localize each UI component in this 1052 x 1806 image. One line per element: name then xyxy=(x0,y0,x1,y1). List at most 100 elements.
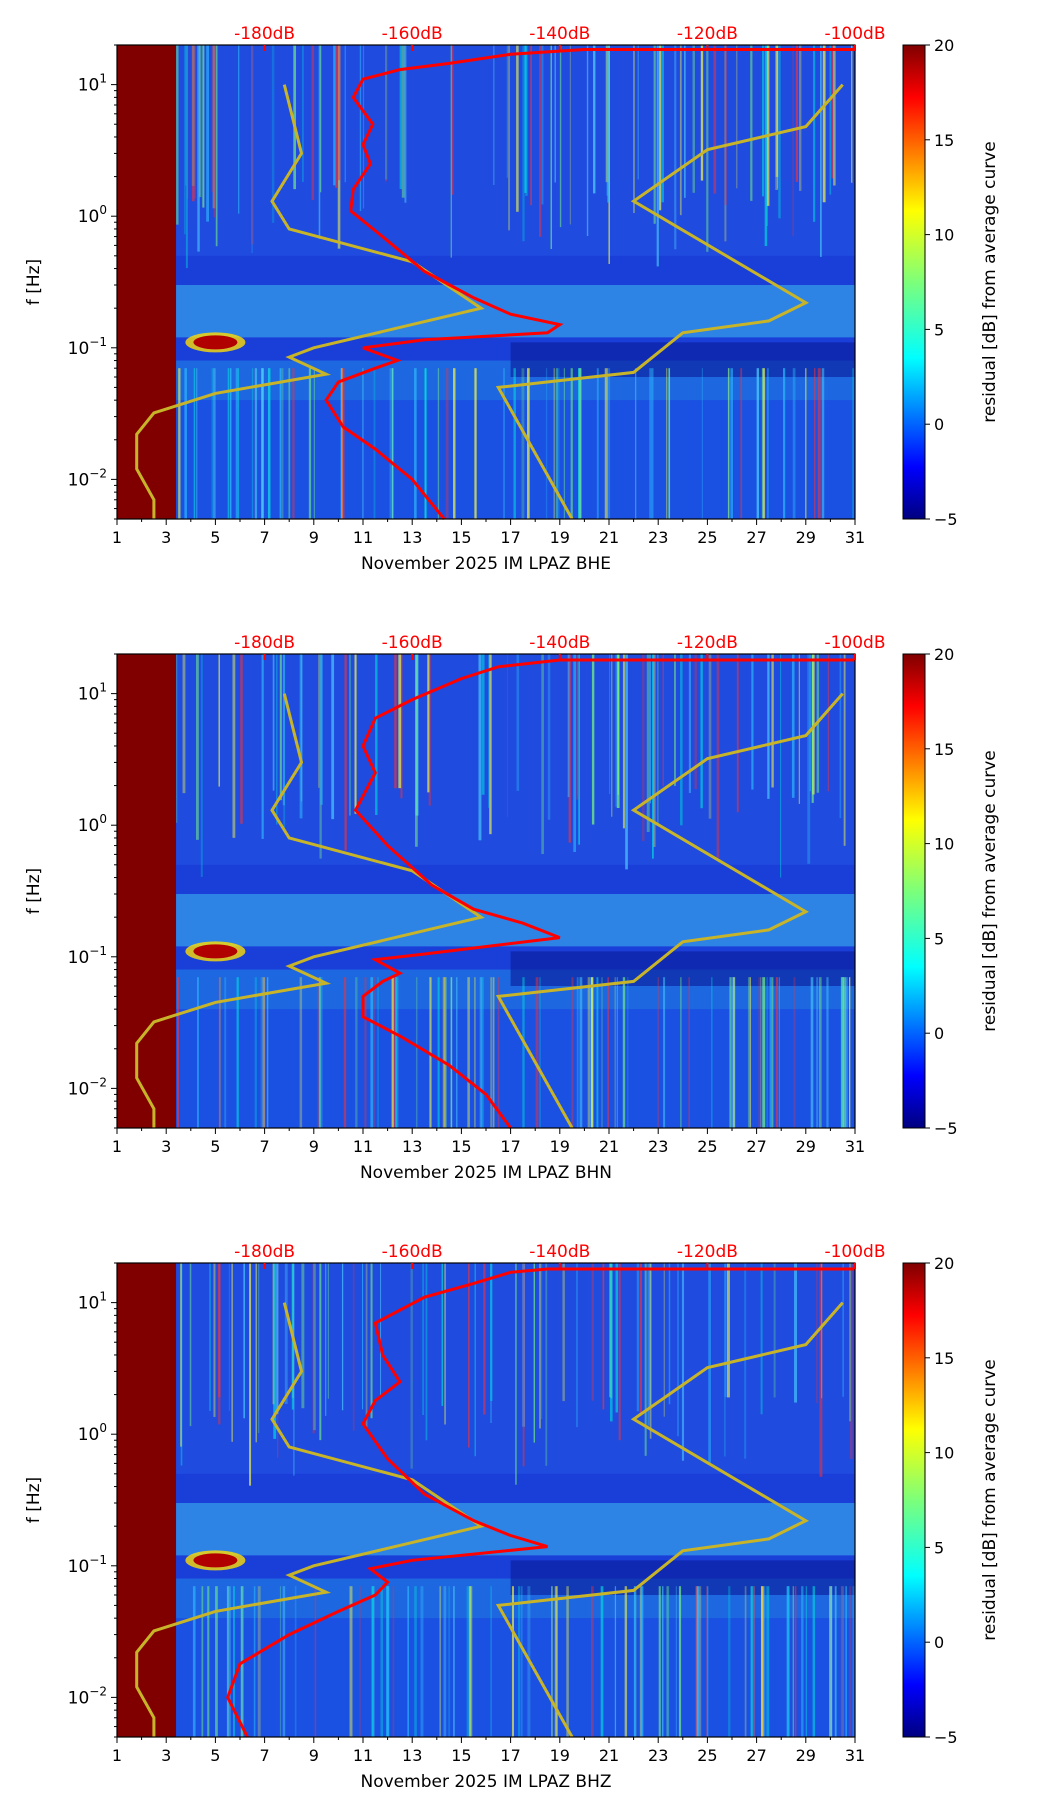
spectral-streak xyxy=(260,977,264,1128)
spectral-streak xyxy=(237,368,240,519)
db-label: -100dB xyxy=(824,633,885,653)
x-tick-label: 9 xyxy=(309,528,319,547)
x-axis-label: November 2025 IM LPAZ BHZ xyxy=(361,1772,612,1792)
low-noise-model-curve xyxy=(135,84,485,519)
hotspot-core xyxy=(193,335,238,350)
spectral-streak xyxy=(456,977,458,1128)
spectral-streak xyxy=(724,1263,726,1457)
spectral-band xyxy=(176,654,856,865)
spectral-streak xyxy=(587,977,591,1128)
spectral-streak xyxy=(521,368,525,519)
spectral-streak xyxy=(317,977,320,1128)
spectral-streak xyxy=(386,1586,390,1737)
spectral-trough xyxy=(510,951,855,986)
spectral-streak xyxy=(195,654,199,840)
spectral-streak xyxy=(238,45,240,214)
spectral-streak xyxy=(608,654,611,794)
x-tick-label: 21 xyxy=(599,528,619,547)
spectral-streak xyxy=(468,1263,470,1448)
colorbar-gradient xyxy=(902,653,926,1129)
spectral-streak xyxy=(410,1263,413,1469)
spectral-streak xyxy=(394,654,397,789)
spectral-streak xyxy=(541,45,544,205)
spectral-streak xyxy=(178,368,181,519)
spectral-streak xyxy=(490,977,492,1128)
spectral-streak xyxy=(767,368,769,519)
spectral-streak xyxy=(809,654,812,792)
spectral-streak xyxy=(401,45,405,198)
spectral-streak xyxy=(362,368,364,519)
db-label: -160dB xyxy=(382,633,443,653)
spectral-streak xyxy=(391,368,394,519)
spectral-streak xyxy=(674,45,677,250)
spectral-streak xyxy=(775,977,779,1128)
spectral-streak xyxy=(228,1263,230,1411)
spectral-streak xyxy=(311,45,315,201)
spectral-streak xyxy=(183,45,186,235)
colorbar-label: residual [dB] from average curve xyxy=(980,141,1000,422)
x-tick-label: 7 xyxy=(260,528,270,547)
spectral-streak xyxy=(184,368,187,519)
spectral-streak xyxy=(766,45,770,206)
y-tick-label: 100 xyxy=(78,1421,107,1445)
spectral-streak xyxy=(415,977,418,1128)
spectral-streak xyxy=(760,977,762,1128)
db-scale-labels: -180dB -160dB -140dB -120dB -100dB xyxy=(234,633,885,653)
spectral-streak xyxy=(756,368,759,519)
spectral-streak xyxy=(607,368,611,519)
spectral-streak xyxy=(530,45,532,206)
spectral-streak xyxy=(365,1263,368,1428)
spectral-streak xyxy=(792,1586,794,1737)
average-psd-curve xyxy=(324,48,855,520)
no-data-block xyxy=(117,654,177,1128)
spectral-streak xyxy=(749,977,751,1128)
spectral-streak xyxy=(842,977,845,1128)
spectral-streak xyxy=(313,1263,316,1431)
x-tick-label: 19 xyxy=(550,528,570,547)
y-tick-labels: 10−2 10−1 100 101 xyxy=(68,72,107,491)
spectral-streak xyxy=(688,654,692,793)
spectral-streak xyxy=(614,1586,617,1737)
spectral-streak xyxy=(318,977,321,1128)
spectral-streak xyxy=(442,977,446,1128)
spectral-streak xyxy=(607,45,610,203)
spectral-streak xyxy=(764,45,768,247)
spectral-streak xyxy=(744,1586,747,1737)
spectral-streak xyxy=(276,1263,279,1415)
spectral-streak xyxy=(521,1586,523,1737)
x-tick-label: 5 xyxy=(210,1746,220,1765)
spectral-streak xyxy=(843,654,846,846)
spectral-streak xyxy=(684,45,686,198)
spectral-streak xyxy=(596,368,599,519)
spectral-streak xyxy=(771,654,774,788)
x-tick-label: 25 xyxy=(697,1746,717,1765)
spectral-streak xyxy=(341,1263,344,1411)
spectral-streak xyxy=(488,654,490,808)
spectral-streak xyxy=(794,1586,797,1737)
spectrogram-background xyxy=(117,1263,855,1737)
spectral-streak xyxy=(541,654,544,854)
spectral-streak xyxy=(618,1263,621,1441)
x-tick-label: 21 xyxy=(599,1137,619,1156)
spectral-streak xyxy=(180,1263,182,1447)
spectral-streak xyxy=(443,977,447,1128)
spectral-streak xyxy=(518,1586,521,1737)
spectral-streak xyxy=(700,654,703,809)
colorbar-tick-label: 0 xyxy=(934,415,944,434)
spectral-streak xyxy=(663,1263,665,1417)
spectral-streak xyxy=(547,654,551,820)
spectral-streak xyxy=(254,977,257,1128)
db-scale-labels: -180dB -160dB -140dB -120dB -100dB xyxy=(234,1242,885,1262)
spectral-streak xyxy=(615,1263,619,1413)
spectral-streak xyxy=(266,977,269,1128)
spectral-streak xyxy=(240,654,243,824)
spectral-streak xyxy=(551,1586,553,1737)
spectral-streak xyxy=(559,45,562,228)
spectral-streak xyxy=(740,368,743,519)
x-tick-label: 13 xyxy=(402,528,422,547)
spectral-streak xyxy=(706,1586,709,1737)
spectral-streak xyxy=(349,654,351,816)
x-tick-label: 11 xyxy=(353,1746,373,1765)
spectral-streak xyxy=(427,654,430,793)
x-tick-label: 5 xyxy=(210,1137,220,1156)
